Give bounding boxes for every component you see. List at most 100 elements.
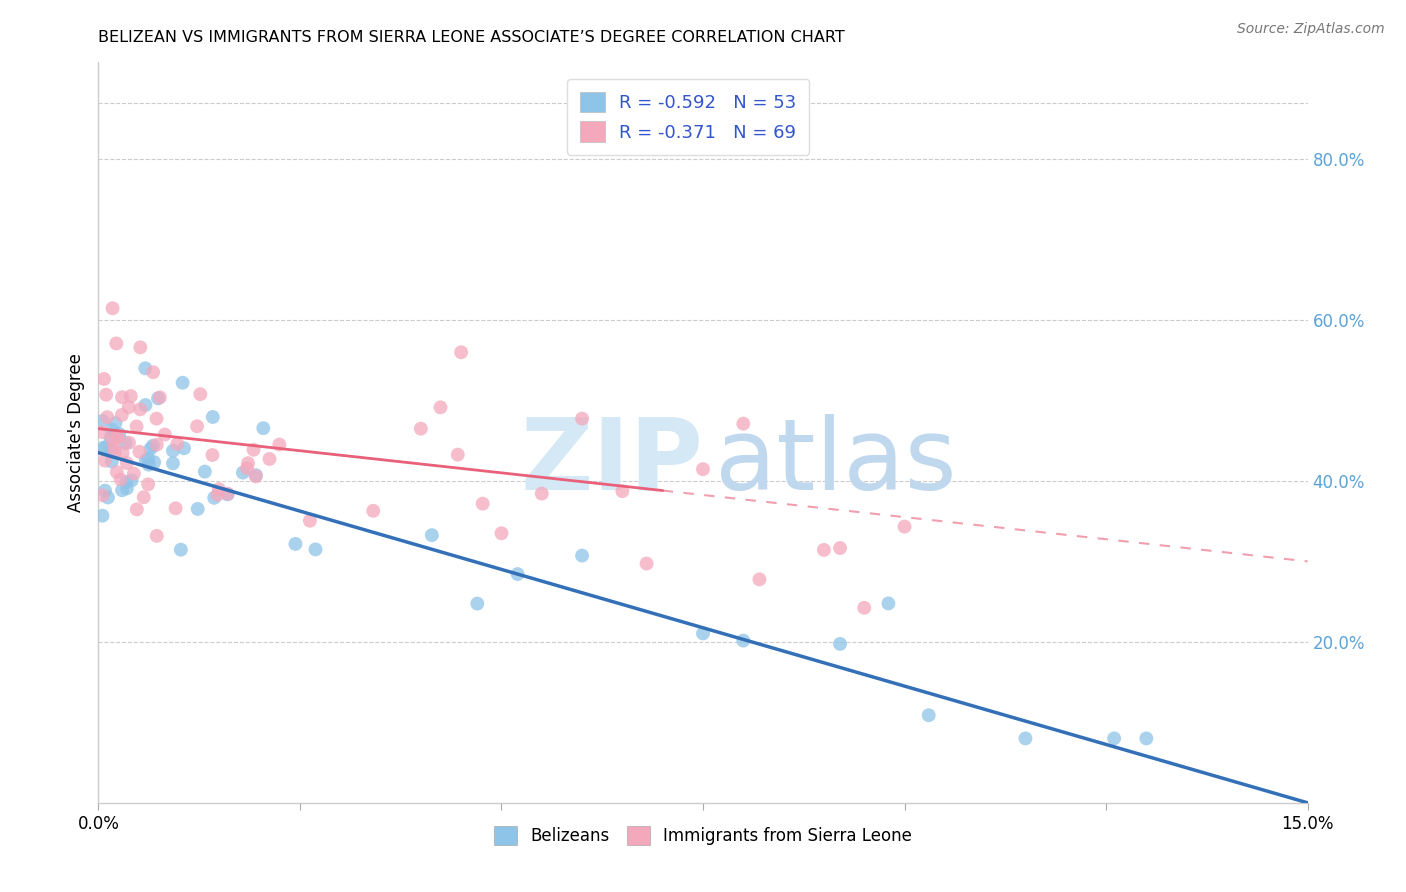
Point bbox=[93, 372, 115, 386]
Point bbox=[208, 482, 231, 496]
Point bbox=[136, 451, 159, 466]
Y-axis label: Associate's Degree: Associate's Degree bbox=[66, 353, 84, 512]
Text: ZIP: ZIP bbox=[520, 414, 703, 511]
Point bbox=[1102, 731, 1125, 746]
Point bbox=[91, 508, 114, 523]
Point bbox=[129, 340, 152, 354]
Point bbox=[201, 448, 224, 462]
Point bbox=[115, 475, 138, 490]
Point bbox=[165, 501, 187, 516]
Point bbox=[134, 398, 156, 412]
Point bbox=[118, 435, 141, 450]
Point bbox=[1014, 731, 1036, 746]
Point bbox=[115, 456, 138, 470]
Text: BELIZEAN VS IMMIGRANTS FROM SIERRA LEONE ASSOCIATE’S DEGREE CORRELATION CHART: BELIZEAN VS IMMIGRANTS FROM SIERRA LEONE… bbox=[98, 29, 845, 45]
Point bbox=[110, 473, 132, 487]
Point bbox=[122, 467, 145, 481]
Point bbox=[146, 392, 169, 406]
Point bbox=[145, 411, 167, 425]
Point bbox=[201, 409, 224, 424]
Point bbox=[748, 573, 770, 587]
Point bbox=[138, 458, 160, 472]
Point bbox=[94, 441, 117, 455]
Point bbox=[100, 442, 122, 457]
Point bbox=[877, 596, 900, 610]
Point bbox=[506, 567, 529, 582]
Point bbox=[571, 549, 593, 563]
Point bbox=[612, 484, 634, 499]
Point bbox=[94, 483, 117, 498]
Point bbox=[142, 439, 165, 453]
Point bbox=[236, 461, 259, 475]
Point bbox=[121, 474, 143, 488]
Point bbox=[207, 488, 229, 502]
Point bbox=[129, 402, 152, 417]
Point bbox=[893, 519, 915, 533]
Point bbox=[304, 542, 326, 557]
Point bbox=[142, 365, 165, 379]
Point bbox=[96, 410, 118, 425]
Point bbox=[146, 438, 169, 452]
Point bbox=[420, 528, 443, 542]
Point bbox=[111, 446, 134, 460]
Point bbox=[162, 456, 184, 470]
Point bbox=[429, 401, 451, 415]
Point bbox=[692, 462, 714, 476]
Point bbox=[105, 465, 128, 479]
Point bbox=[252, 421, 274, 435]
Point bbox=[108, 427, 131, 442]
Point bbox=[136, 477, 159, 491]
Point bbox=[105, 336, 128, 351]
Point bbox=[828, 541, 851, 555]
Point bbox=[139, 442, 162, 456]
Point bbox=[101, 432, 124, 446]
Point bbox=[187, 502, 209, 516]
Text: atlas: atlas bbox=[716, 414, 956, 511]
Point bbox=[571, 411, 593, 425]
Point bbox=[245, 468, 267, 483]
Point bbox=[91, 488, 114, 502]
Point bbox=[853, 600, 876, 615]
Point bbox=[107, 430, 129, 444]
Point bbox=[104, 416, 127, 430]
Point bbox=[202, 491, 225, 505]
Point bbox=[447, 448, 470, 462]
Point bbox=[146, 529, 169, 543]
Point bbox=[111, 408, 134, 422]
Point bbox=[173, 442, 195, 456]
Point bbox=[530, 486, 553, 500]
Point bbox=[298, 514, 321, 528]
Point bbox=[186, 419, 208, 434]
Point bbox=[465, 597, 488, 611]
Point bbox=[636, 557, 658, 571]
Point bbox=[135, 453, 157, 467]
Point bbox=[103, 440, 125, 454]
Point bbox=[91, 425, 114, 439]
Point bbox=[170, 542, 193, 557]
Point bbox=[166, 437, 188, 451]
Point bbox=[101, 301, 124, 316]
Point bbox=[125, 419, 148, 434]
Point bbox=[134, 361, 156, 376]
Point bbox=[100, 431, 122, 445]
Point bbox=[232, 466, 254, 480]
Point bbox=[188, 387, 211, 401]
Point bbox=[149, 390, 172, 404]
Point bbox=[217, 487, 239, 501]
Point bbox=[93, 441, 115, 455]
Text: Source: ZipAtlas.com: Source: ZipAtlas.com bbox=[1237, 22, 1385, 37]
Point bbox=[104, 445, 127, 459]
Point bbox=[284, 537, 307, 551]
Point bbox=[111, 390, 134, 404]
Point bbox=[409, 422, 432, 436]
Point bbox=[125, 502, 148, 516]
Point bbox=[91, 414, 114, 428]
Point bbox=[111, 483, 134, 498]
Point bbox=[120, 389, 142, 403]
Point bbox=[172, 376, 194, 390]
Point bbox=[361, 504, 384, 518]
Point bbox=[259, 452, 281, 467]
Point bbox=[236, 456, 259, 470]
Point bbox=[242, 442, 264, 457]
Point bbox=[114, 436, 136, 450]
